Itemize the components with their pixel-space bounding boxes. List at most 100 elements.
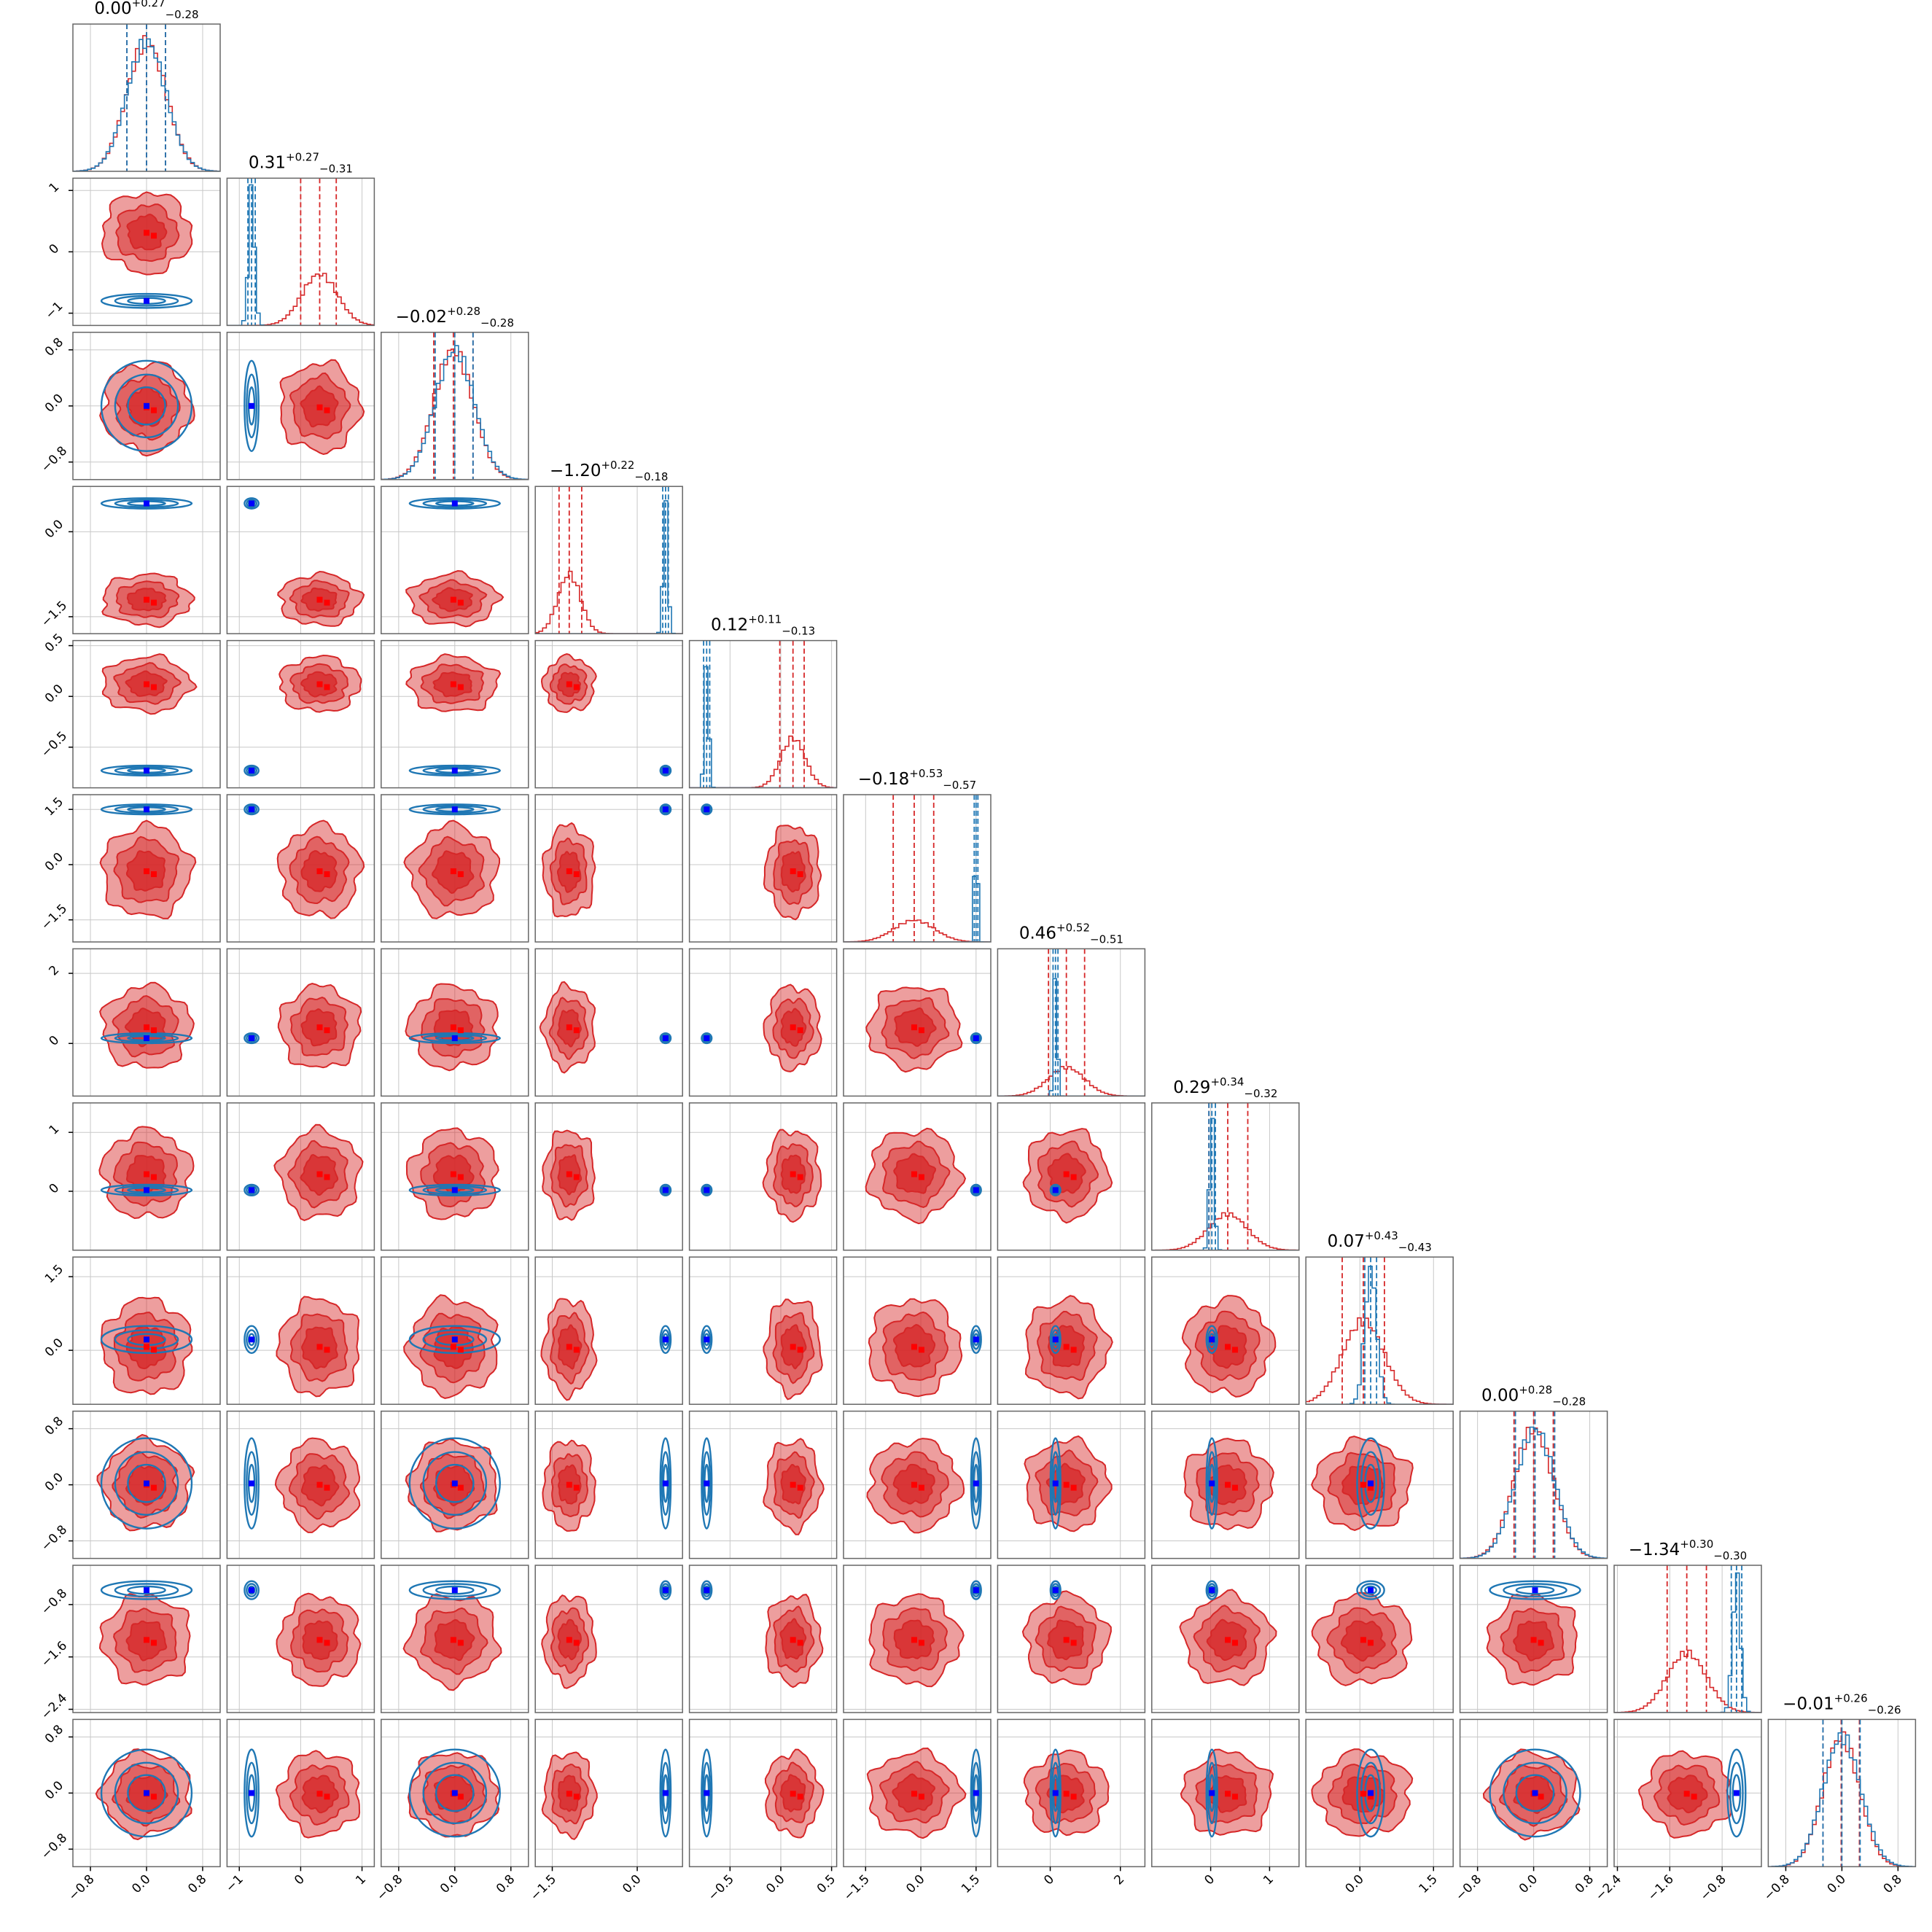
panel-plot-area: [73, 949, 220, 1097]
panel-frame: [843, 794, 992, 943]
x-tick-label: 0.0: [129, 1872, 153, 1896]
panel-frame: [1151, 1256, 1300, 1405]
x-tick-label: −0.8: [1761, 1872, 1793, 1904]
histogram-blue: [1151, 1118, 1299, 1250]
contour-blue: [1049, 1748, 1062, 1838]
marker-red: [457, 1640, 464, 1646]
contour-blue: [408, 764, 501, 777]
panel-frame: [843, 948, 992, 1097]
title-minus: −0.32: [1244, 1087, 1277, 1100]
marker-red: [450, 1171, 456, 1177]
y-tick-label: 0.0: [42, 850, 66, 874]
marker-red: [450, 1344, 456, 1350]
contour-blue: [244, 764, 260, 777]
marker-blue: [973, 1336, 979, 1343]
contour-blue: [971, 1583, 981, 1597]
contour-blue: [127, 806, 166, 813]
contour-blue: [1364, 1585, 1377, 1595]
contour-blue: [422, 499, 488, 508]
marker-blue: [451, 1587, 458, 1594]
y-tick-label: −1: [43, 299, 66, 322]
contour-blue: [661, 1761, 671, 1825]
x-tick-label: 0.0: [763, 1872, 787, 1896]
marker-red: [151, 1484, 157, 1491]
contour-blue: [127, 1463, 166, 1503]
marker-blue: [662, 806, 669, 813]
title-plus: +0.30: [1680, 1538, 1713, 1551]
marker-red: [1232, 1347, 1239, 1353]
panel-frame: [72, 486, 221, 634]
panel-plot-area: [689, 1719, 837, 1867]
contour-blue: [435, 1774, 475, 1812]
y-tick-label: −0.8: [39, 444, 70, 475]
marker-red: [450, 868, 456, 875]
y-tick-label: 0: [47, 1033, 63, 1049]
marker-blue: [1368, 1790, 1374, 1796]
contour-blue: [1503, 1761, 1567, 1825]
y-tick-label: −0.8: [39, 1831, 70, 1862]
contour-blue: [1207, 1583, 1217, 1597]
panel-frame: [72, 1256, 221, 1405]
marker-red: [1360, 1791, 1366, 1797]
panel-plot-area: [227, 640, 375, 788]
contour-blue: [701, 1580, 713, 1600]
panel-11-2: −0.8 0.0 0.8: [374, 1718, 529, 1904]
contour-blue: [408, 1032, 501, 1045]
panel-11-5: −1.5 0.0 1.5: [841, 1718, 992, 1904]
panel-plot-area: [535, 795, 683, 942]
marker-red: [1063, 1791, 1070, 1797]
panel-frame: [843, 1718, 992, 1868]
contour-blue: [100, 803, 193, 816]
panel-frame: [688, 1718, 838, 1868]
marker-red: [1225, 1344, 1231, 1350]
panel-plot-area: [1151, 1565, 1299, 1713]
panel-plot-area: [1306, 1719, 1454, 1867]
marker-blue: [1209, 1336, 1215, 1343]
panel-frame: [381, 794, 529, 943]
marker-blue: [704, 1336, 710, 1343]
contour-blue: [244, 1183, 260, 1197]
contour-blue: [1726, 1748, 1747, 1838]
contour-blue: [1356, 1580, 1385, 1600]
marker-blue: [1733, 1790, 1740, 1796]
marker-red: [573, 1793, 580, 1800]
contour-blue: [114, 805, 179, 814]
contour-blue: [1360, 1451, 1382, 1516]
marker-red: [566, 868, 572, 875]
panel-8-5: [843, 1256, 992, 1405]
contour-blue: [114, 1761, 179, 1825]
contour-blue: [1051, 1761, 1060, 1825]
marker-red: [911, 1791, 917, 1797]
contour-blue: [1732, 1774, 1742, 1812]
y-tick-label: 0.0: [42, 1336, 66, 1360]
marker-red: [790, 1481, 796, 1488]
panel-plot-area: [997, 1102, 1145, 1250]
panel-frame: [226, 177, 375, 327]
marker-blue: [451, 1480, 458, 1487]
contour-blue: [971, 1451, 981, 1516]
contour-blue: [244, 1032, 260, 1045]
panel-frame: [1305, 1256, 1454, 1405]
marker-red: [324, 1793, 330, 1800]
contour-blue: [659, 1325, 672, 1355]
panel-frame: [688, 794, 838, 943]
marker-red: [1360, 1481, 1366, 1488]
marker-blue: [704, 1187, 710, 1193]
marker-blue: [704, 1035, 710, 1042]
marker-blue: [973, 1587, 979, 1594]
marker-blue: [249, 1790, 255, 1796]
title-plus: +0.34: [1210, 1075, 1244, 1088]
panel-title-5: −0.18+0.53−0.57: [858, 767, 976, 792]
marker-red: [573, 684, 580, 690]
contour-blue: [114, 766, 179, 775]
panel-9-9: 0.00+0.28−0.28: [1459, 1384, 1608, 1559]
marker-red: [566, 1481, 572, 1488]
marker-blue: [973, 1035, 979, 1042]
panel-plot-area: [381, 949, 529, 1097]
contour-blue: [970, 1325, 982, 1355]
contour-blue: [702, 1451, 712, 1516]
panel-plot-area: [73, 486, 220, 634]
marker-red: [1691, 1793, 1697, 1800]
panel-frame: [381, 332, 529, 480]
panel-5-0: −1.5 0.0 1.5: [39, 794, 221, 943]
